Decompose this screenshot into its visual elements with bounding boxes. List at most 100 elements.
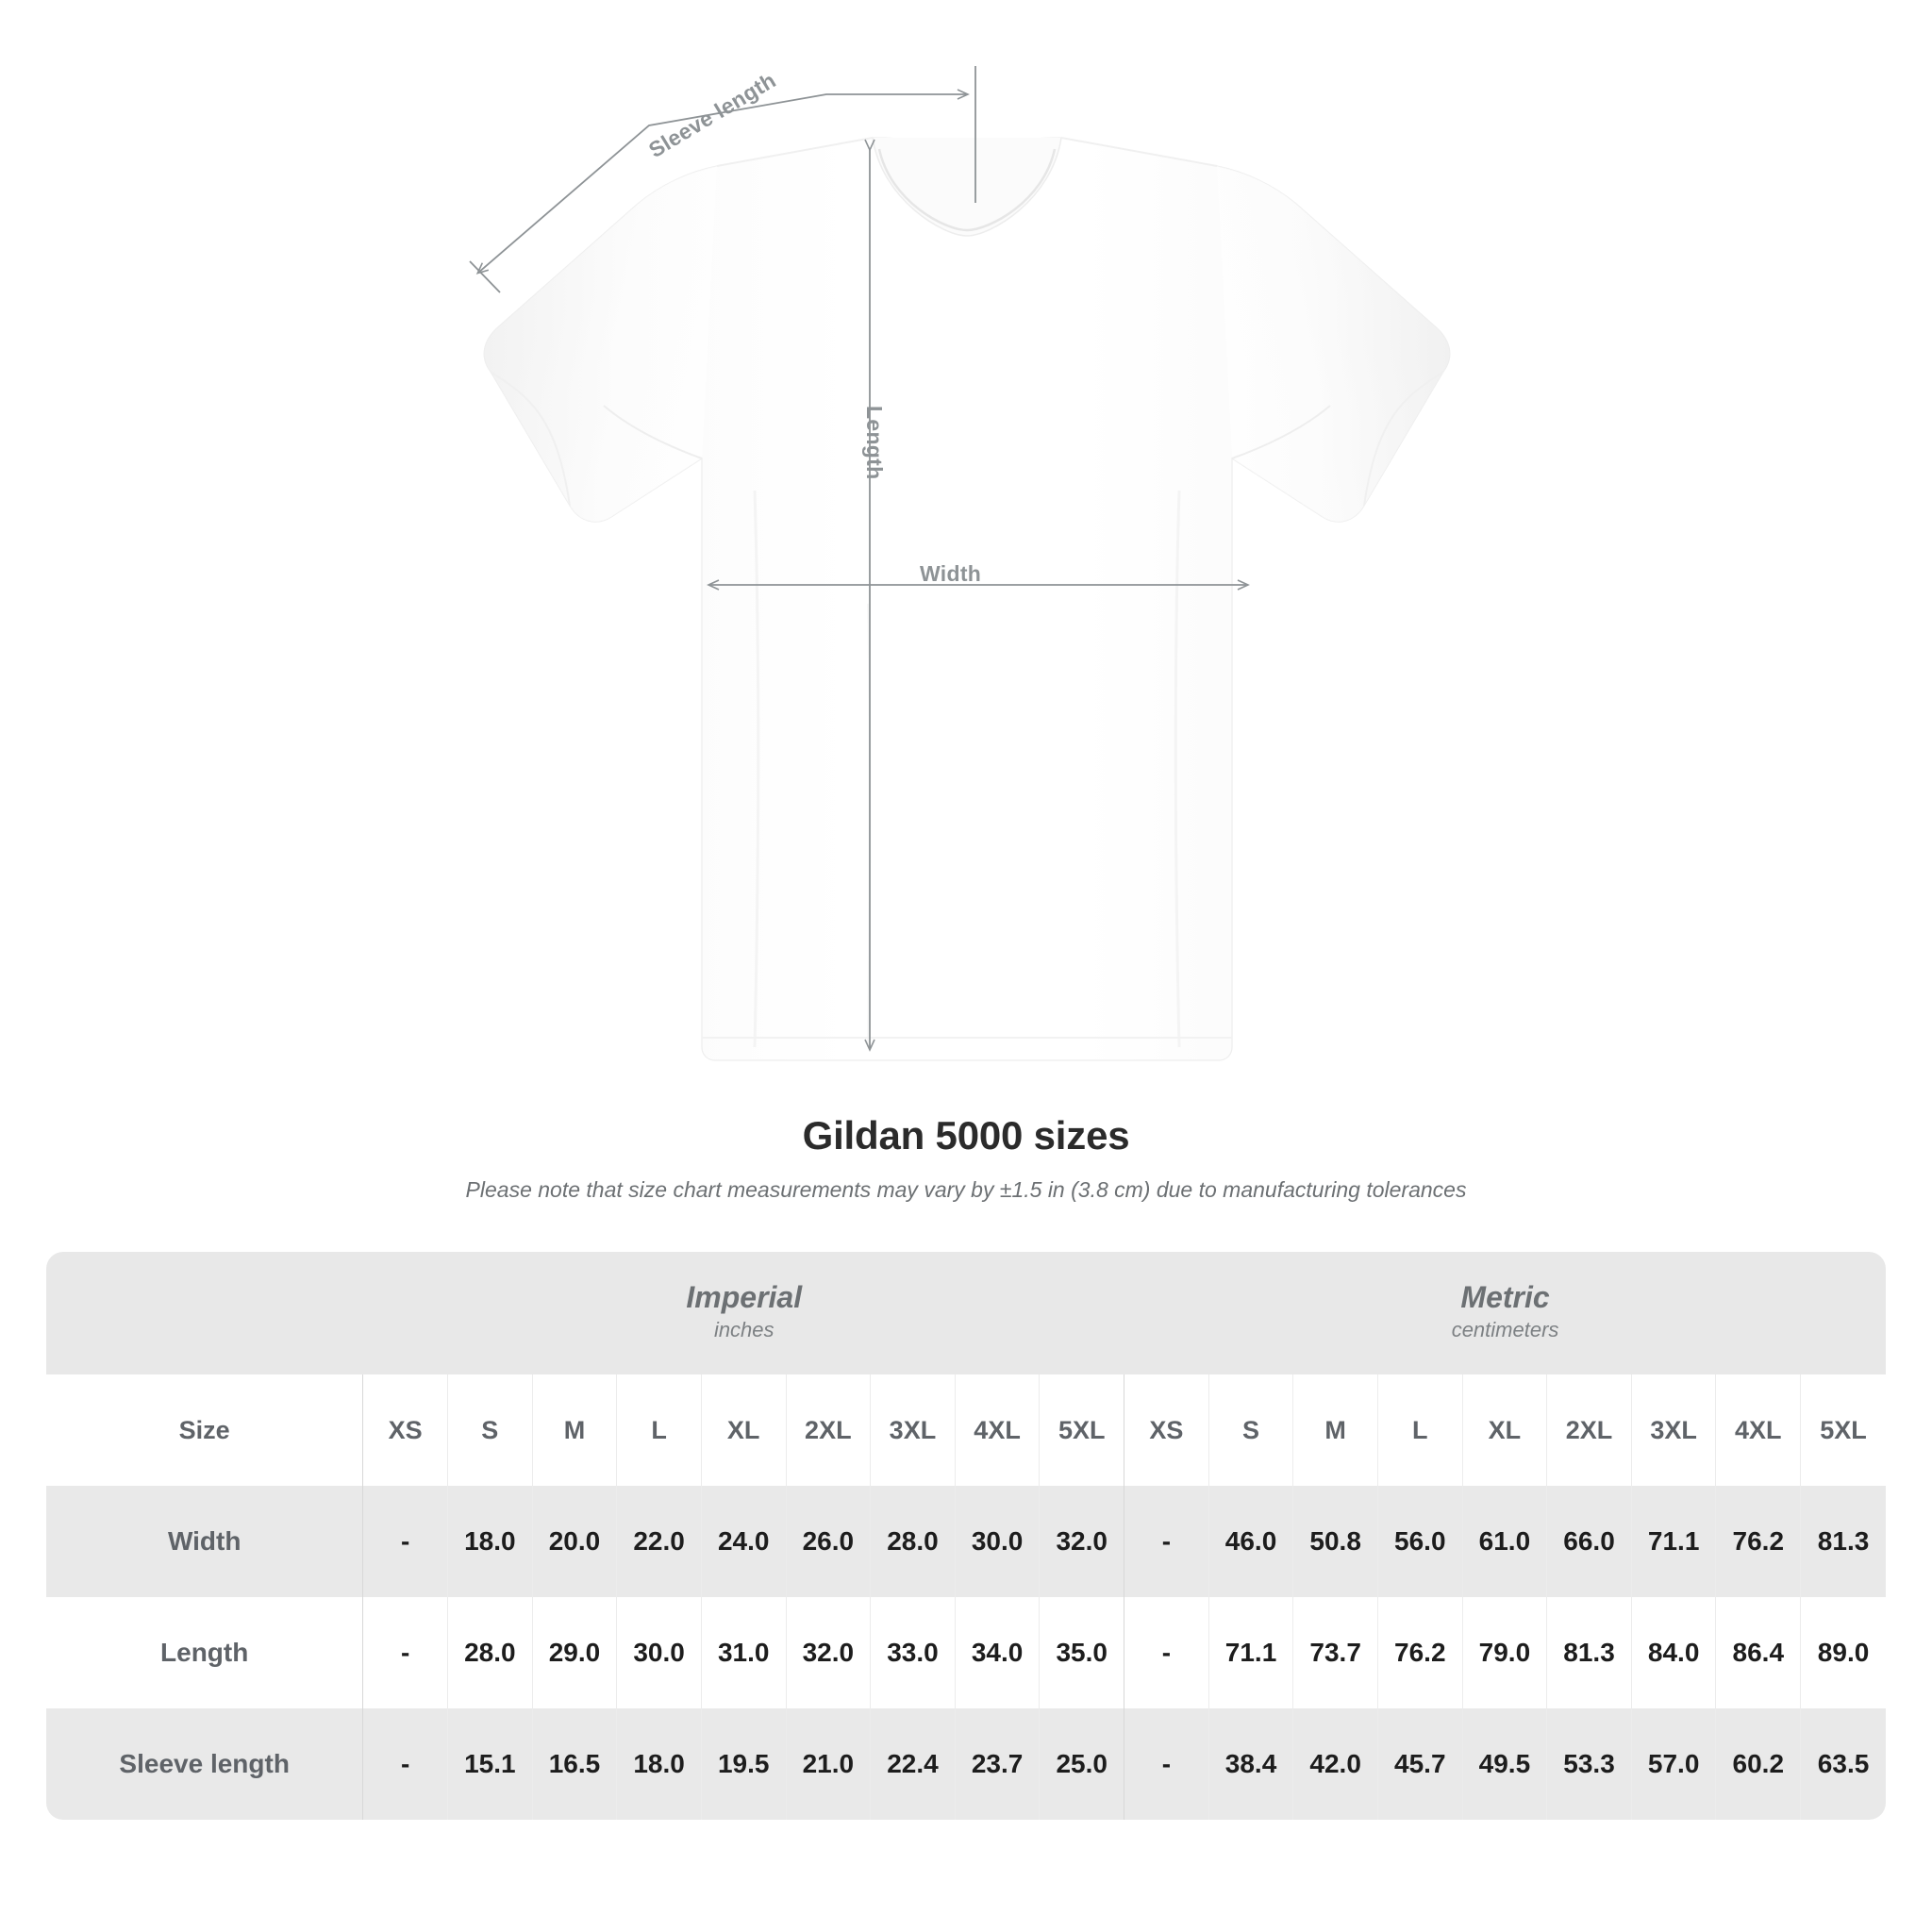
table-row: Width - 18.0 20.0 22.0 24.0 26.0 28.0 30… bbox=[46, 1486, 1886, 1597]
group-metric-name: Metric bbox=[1460, 1279, 1550, 1314]
sleeve-measure-arrow bbox=[475, 89, 970, 275]
header-imperial-xl: XL bbox=[701, 1374, 787, 1486]
group-metric: Metric centimeters bbox=[1124, 1252, 1886, 1374]
cell: 29.0 bbox=[532, 1597, 618, 1708]
cell: 16.5 bbox=[532, 1708, 618, 1820]
cell: 81.3 bbox=[1801, 1486, 1886, 1597]
table-row: Length - 28.0 29.0 30.0 31.0 32.0 33.0 3… bbox=[46, 1597, 1886, 1708]
cell: 57.0 bbox=[1631, 1708, 1717, 1820]
cell: 81.3 bbox=[1547, 1597, 1632, 1708]
header-imperial-5xl: 5XL bbox=[1040, 1374, 1125, 1486]
cell: 49.5 bbox=[1462, 1708, 1548, 1820]
cell: 56.0 bbox=[1377, 1486, 1463, 1597]
cell: 22.0 bbox=[617, 1486, 702, 1597]
cell: - bbox=[363, 1486, 448, 1597]
cell: 50.8 bbox=[1293, 1486, 1378, 1597]
size-table-container: Imperial inches Metric centimeters Size … bbox=[46, 1252, 1886, 1820]
measure-lines bbox=[469, 66, 1250, 1052]
cell: 32.0 bbox=[1040, 1486, 1125, 1597]
header-metric-s: S bbox=[1208, 1374, 1294, 1486]
cell: 71.1 bbox=[1631, 1486, 1717, 1597]
size-chart-table: Imperial inches Metric centimeters Size … bbox=[46, 1252, 1886, 1820]
cell: 84.0 bbox=[1631, 1597, 1717, 1708]
cell: 63.5 bbox=[1801, 1708, 1886, 1820]
row-label-sleeve-length: Sleeve length bbox=[46, 1708, 364, 1820]
row-label-width: Width bbox=[46, 1486, 364, 1597]
cell: 24.0 bbox=[701, 1486, 787, 1597]
tshirt-illustration bbox=[469, 66, 1451, 1061]
cell: 26.0 bbox=[786, 1486, 872, 1597]
cell: - bbox=[1124, 1708, 1209, 1820]
cell: 66.0 bbox=[1547, 1486, 1632, 1597]
header-imperial-m: M bbox=[532, 1374, 618, 1486]
header-metric-l: L bbox=[1377, 1374, 1463, 1486]
tshirt-shape bbox=[483, 137, 1451, 1061]
cell: 20.0 bbox=[532, 1486, 618, 1597]
header-metric-m: M bbox=[1293, 1374, 1378, 1486]
group-spacer bbox=[46, 1252, 364, 1374]
tshirt-diagram: Sleeve length Length Width bbox=[469, 66, 1451, 1061]
header-imperial-l: L bbox=[617, 1374, 702, 1486]
cell: - bbox=[1124, 1597, 1209, 1708]
cell: 33.0 bbox=[871, 1597, 956, 1708]
cell: 45.7 bbox=[1377, 1708, 1463, 1820]
cell: - bbox=[363, 1597, 448, 1708]
header-imperial-xs: XS bbox=[363, 1374, 448, 1486]
cell: - bbox=[363, 1708, 448, 1820]
header-metric-5xl: 5XL bbox=[1801, 1374, 1886, 1486]
cell: 60.2 bbox=[1716, 1708, 1802, 1820]
cell: 89.0 bbox=[1801, 1597, 1886, 1708]
header-metric-xs: XS bbox=[1124, 1374, 1209, 1486]
cell: 30.0 bbox=[955, 1486, 1041, 1597]
cell: 61.0 bbox=[1462, 1486, 1548, 1597]
header-metric-xl: XL bbox=[1462, 1374, 1548, 1486]
table-row: Sleeve length - 15.1 16.5 18.0 19.5 21.0… bbox=[46, 1708, 1886, 1820]
header-metric-4xl: 4XL bbox=[1716, 1374, 1802, 1486]
size-header-row: Size XS S M L XL 2XL 3XL 4XL 5XL XS S M … bbox=[46, 1374, 1886, 1486]
tolerance-note: Please note that size chart measurements… bbox=[465, 1177, 1467, 1202]
header-size: Size bbox=[46, 1374, 364, 1486]
cell: 18.0 bbox=[448, 1486, 533, 1597]
cell: 30.0 bbox=[617, 1597, 702, 1708]
cell: 15.1 bbox=[448, 1708, 533, 1820]
cell: 73.7 bbox=[1293, 1597, 1378, 1708]
cell: 34.0 bbox=[955, 1597, 1041, 1708]
group-imperial-unit: inches bbox=[713, 1318, 774, 1342]
cell: - bbox=[1124, 1486, 1209, 1597]
header-imperial-3xl: 3XL bbox=[871, 1374, 956, 1486]
group-metric-unit: centimeters bbox=[1451, 1318, 1559, 1342]
header-metric-3xl: 3XL bbox=[1631, 1374, 1717, 1486]
cell: 38.4 bbox=[1208, 1708, 1294, 1820]
cell: 22.4 bbox=[871, 1708, 956, 1820]
cell: 23.7 bbox=[955, 1708, 1041, 1820]
header-imperial-4xl: 4XL bbox=[955, 1374, 1041, 1486]
cell: 79.0 bbox=[1462, 1597, 1548, 1708]
cell: 46.0 bbox=[1208, 1486, 1294, 1597]
length-label: Length bbox=[862, 406, 887, 480]
row-label-length: Length bbox=[46, 1597, 364, 1708]
cell: 31.0 bbox=[701, 1597, 787, 1708]
cell: 42.0 bbox=[1293, 1708, 1378, 1820]
page-title: Gildan 5000 sizes bbox=[802, 1113, 1130, 1158]
sleeve-cuff-tick bbox=[469, 260, 501, 293]
width-label: Width bbox=[920, 561, 982, 586]
cell: 76.2 bbox=[1377, 1597, 1463, 1708]
header-imperial-s: S bbox=[448, 1374, 533, 1486]
group-imperial-name: Imperial bbox=[686, 1279, 803, 1314]
cell: 86.4 bbox=[1716, 1597, 1802, 1708]
cell: 19.5 bbox=[701, 1708, 787, 1820]
cell: 35.0 bbox=[1040, 1597, 1125, 1708]
group-imperial: Imperial inches bbox=[363, 1252, 1125, 1374]
cell: 28.0 bbox=[871, 1486, 956, 1597]
cell: 18.0 bbox=[617, 1708, 702, 1820]
cell: 25.0 bbox=[1040, 1708, 1125, 1820]
cell: 21.0 bbox=[786, 1708, 872, 1820]
cell: 32.0 bbox=[786, 1597, 872, 1708]
cell: 76.2 bbox=[1716, 1486, 1802, 1597]
cell: 28.0 bbox=[448, 1597, 533, 1708]
cell: 71.1 bbox=[1208, 1597, 1294, 1708]
header-metric-2xl: 2XL bbox=[1547, 1374, 1632, 1486]
header-imperial-2xl: 2XL bbox=[786, 1374, 872, 1486]
unit-group-row: Imperial inches Metric centimeters bbox=[46, 1252, 1886, 1374]
cell: 53.3 bbox=[1547, 1708, 1632, 1820]
